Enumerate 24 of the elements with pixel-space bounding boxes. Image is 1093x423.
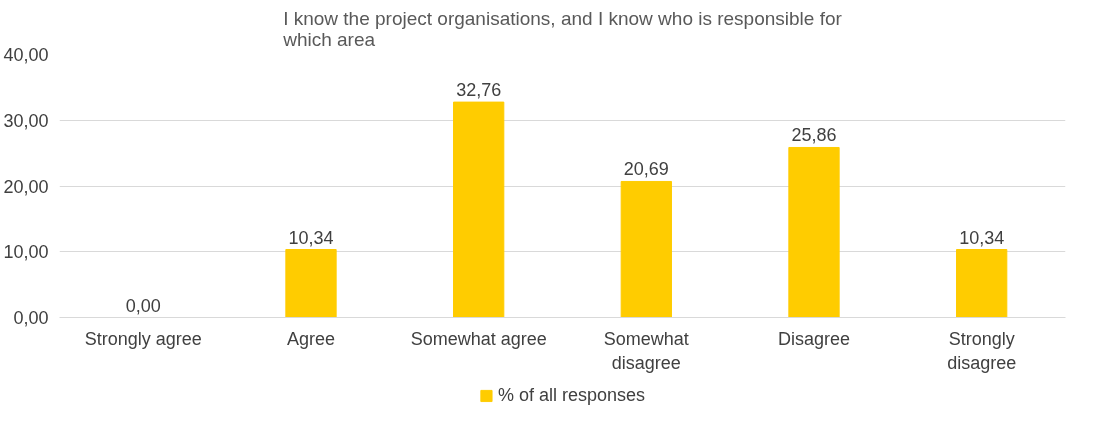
y-tick-label: 20,00 (3, 176, 49, 197)
data-label: 25,86 (791, 125, 837, 146)
x-tick-label: Strongly agree (84, 328, 202, 349)
data-label: 0,00 (125, 295, 161, 316)
x-tick-label: Strongly disagree (947, 328, 1017, 373)
x-tick-label: Somewhat disagree (603, 328, 689, 373)
data-label: 32,76 (456, 80, 502, 101)
x-tick-label: Agree (286, 328, 336, 349)
y-tick-label: 10,00 (3, 242, 49, 263)
data-label: 10,34 (288, 227, 334, 248)
y-tick-label: 30,00 (3, 110, 49, 131)
y-tick-label: 40,00 (3, 45, 49, 65)
x-tick-label: Somewhat agree (410, 328, 547, 349)
bar (620, 180, 672, 318)
bar (453, 101, 505, 318)
data-label: 20,69 (623, 159, 669, 180)
x-tick-label: Disagree (777, 328, 851, 349)
bar (788, 146, 840, 318)
bar (285, 249, 337, 318)
legend-label: % of all responses (497, 384, 646, 406)
data-label: 10,34 (959, 227, 1005, 248)
y-tick-label: 0,00 (13, 308, 49, 328)
chart-title: I know the project organisations, and I know who is responsible for which area (282, 7, 843, 50)
bar (956, 249, 1008, 318)
